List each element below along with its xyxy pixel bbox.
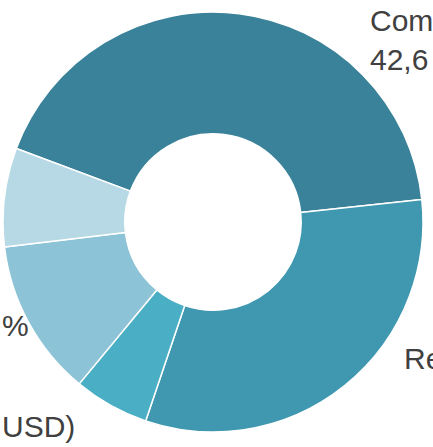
svg-text:Com42,6: Com42,6 [370,4,433,76]
svg-text:%: % [2,309,29,342]
svg-text:USD): USD) [2,410,75,443]
svg-text:Re: Re [404,342,433,375]
